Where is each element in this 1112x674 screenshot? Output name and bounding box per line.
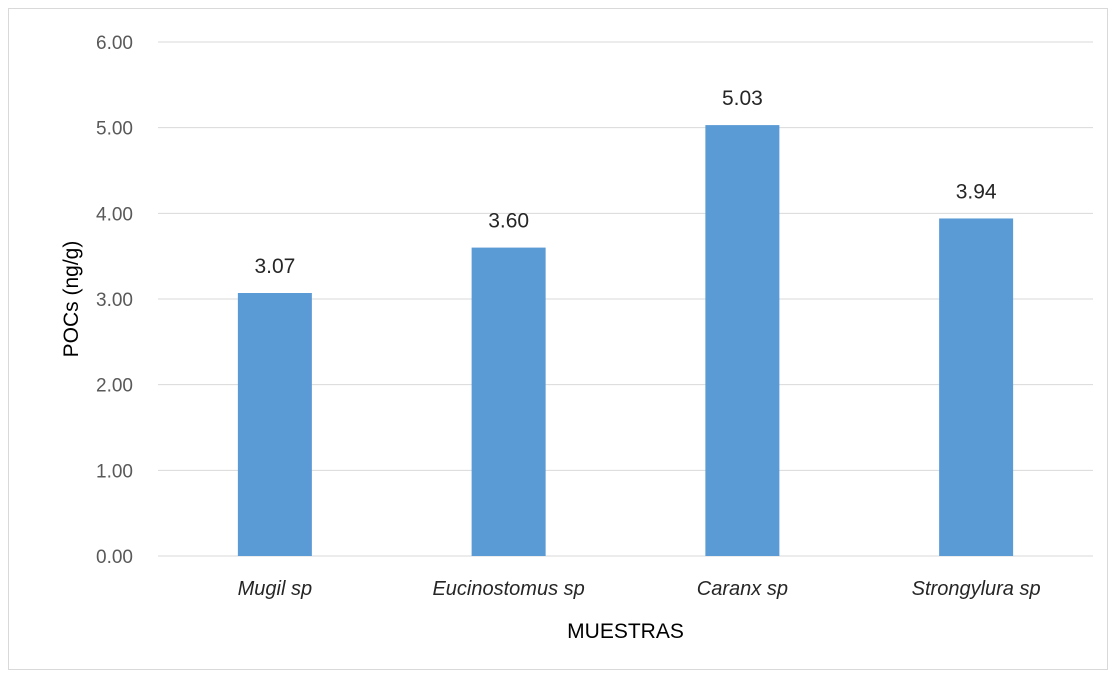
y-tick-label: 0.00	[96, 547, 133, 568]
y-axis-title: POCs (ng/g)	[60, 241, 83, 358]
y-tick-label: 6.00	[96, 33, 133, 54]
chart-frame	[8, 8, 1108, 670]
y-tick-label: 4.00	[96, 204, 133, 225]
bar	[939, 218, 1014, 556]
x-tick-label: Strongylura sp	[912, 578, 1041, 600]
gridlines	[158, 41, 1093, 557]
bars	[237, 125, 1014, 556]
data-labels: 3.07 3.60 5.03 3.94	[254, 87, 996, 278]
data-label: 3.07	[254, 255, 295, 278]
y-tick-labels: 0.00 1.00 2.00 3.00 4.00 5.00 6.00	[96, 33, 133, 568]
bar	[237, 293, 312, 556]
bar	[471, 247, 546, 556]
bar	[705, 125, 780, 556]
x-axis-title: MUESTRAS	[567, 620, 684, 643]
y-tick-label: 2.00	[96, 376, 133, 397]
y-tick-label: 5.00	[96, 119, 133, 140]
y-tick-label: 3.00	[96, 290, 133, 311]
data-label: 3.60	[488, 210, 529, 233]
data-label: 5.03	[722, 87, 763, 110]
x-tick-labels: Mugil sp Eucinostomus sp Caranx sp Strongyl…	[238, 578, 1041, 600]
data-label: 3.94	[956, 180, 997, 203]
x-tick-label: Eucinostomus sp	[432, 578, 584, 600]
x-tick-label: Mugil sp	[238, 578, 312, 600]
x-tick-label: Caranx sp	[697, 578, 788, 600]
y-tick-label: 1.00	[96, 461, 133, 482]
